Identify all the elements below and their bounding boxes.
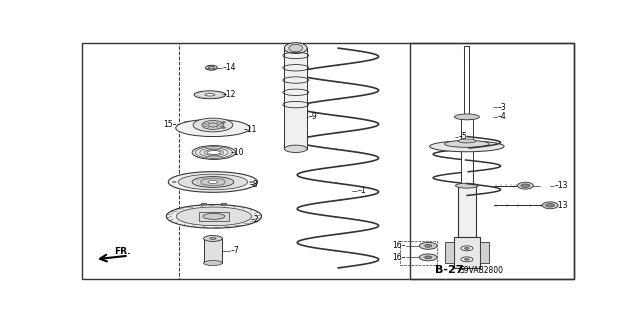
Bar	[458, 186, 476, 237]
Ellipse shape	[221, 122, 225, 123]
Ellipse shape	[204, 261, 222, 265]
Ellipse shape	[458, 139, 476, 143]
Text: –14: –14	[223, 63, 236, 72]
Bar	[199, 212, 229, 221]
Ellipse shape	[203, 213, 225, 219]
Ellipse shape	[202, 121, 224, 130]
Bar	[480, 242, 489, 263]
Bar	[284, 48, 307, 149]
Ellipse shape	[429, 141, 504, 152]
Ellipse shape	[461, 246, 473, 251]
Text: 16–: 16–	[392, 253, 406, 262]
Ellipse shape	[465, 247, 469, 249]
Text: –12: –12	[223, 90, 236, 99]
Ellipse shape	[183, 121, 193, 127]
Bar	[204, 239, 222, 263]
Text: –3: –3	[497, 102, 506, 112]
Ellipse shape	[542, 202, 558, 209]
Ellipse shape	[454, 114, 479, 120]
Bar	[465, 46, 469, 117]
Text: –13: –13	[555, 181, 568, 190]
Text: FR.: FR.	[114, 248, 130, 256]
Bar	[454, 237, 480, 268]
Text: S9VAB2800: S9VAB2800	[460, 266, 504, 275]
Ellipse shape	[425, 256, 431, 259]
Ellipse shape	[208, 181, 218, 183]
Ellipse shape	[176, 207, 252, 226]
Text: –1: –1	[357, 186, 366, 195]
Text: B-27: B-27	[435, 265, 463, 275]
Text: –7: –7	[230, 246, 239, 255]
Ellipse shape	[207, 151, 221, 154]
Ellipse shape	[209, 67, 214, 69]
Ellipse shape	[194, 91, 226, 99]
Ellipse shape	[200, 178, 225, 186]
Ellipse shape	[205, 65, 218, 70]
Text: –4: –4	[497, 112, 506, 122]
Ellipse shape	[284, 43, 307, 54]
Ellipse shape	[289, 44, 303, 52]
Bar	[179, 43, 410, 279]
Ellipse shape	[546, 204, 555, 207]
Ellipse shape	[192, 177, 234, 187]
Text: –13: –13	[555, 201, 568, 210]
Ellipse shape	[419, 254, 437, 261]
Ellipse shape	[178, 174, 248, 190]
Ellipse shape	[168, 172, 257, 192]
Ellipse shape	[205, 93, 215, 96]
Ellipse shape	[204, 235, 222, 241]
Ellipse shape	[425, 244, 431, 247]
Text: –11: –11	[243, 125, 257, 134]
Text: 15–: 15–	[163, 120, 176, 129]
Ellipse shape	[193, 118, 233, 132]
Ellipse shape	[521, 184, 530, 187]
Text: –5: –5	[459, 132, 468, 141]
Bar	[400, 241, 437, 265]
Ellipse shape	[166, 204, 262, 228]
Ellipse shape	[192, 145, 236, 160]
Bar	[410, 43, 573, 279]
Ellipse shape	[465, 258, 469, 260]
Ellipse shape	[445, 140, 489, 147]
Ellipse shape	[210, 237, 216, 240]
Ellipse shape	[208, 123, 218, 127]
Ellipse shape	[221, 203, 227, 205]
Ellipse shape	[518, 182, 533, 189]
Text: 16–: 16–	[392, 241, 406, 250]
Ellipse shape	[461, 257, 473, 262]
Ellipse shape	[419, 242, 437, 249]
Text: –9: –9	[308, 112, 317, 122]
Text: –2: –2	[250, 215, 259, 224]
Ellipse shape	[456, 183, 478, 188]
Text: –6: –6	[459, 141, 468, 150]
Ellipse shape	[201, 203, 207, 205]
Text: –8: –8	[249, 180, 258, 189]
Ellipse shape	[221, 127, 225, 128]
Ellipse shape	[176, 119, 250, 137]
Bar	[461, 119, 473, 186]
Bar	[445, 242, 454, 263]
Ellipse shape	[284, 145, 307, 152]
Text: –10: –10	[230, 148, 244, 157]
